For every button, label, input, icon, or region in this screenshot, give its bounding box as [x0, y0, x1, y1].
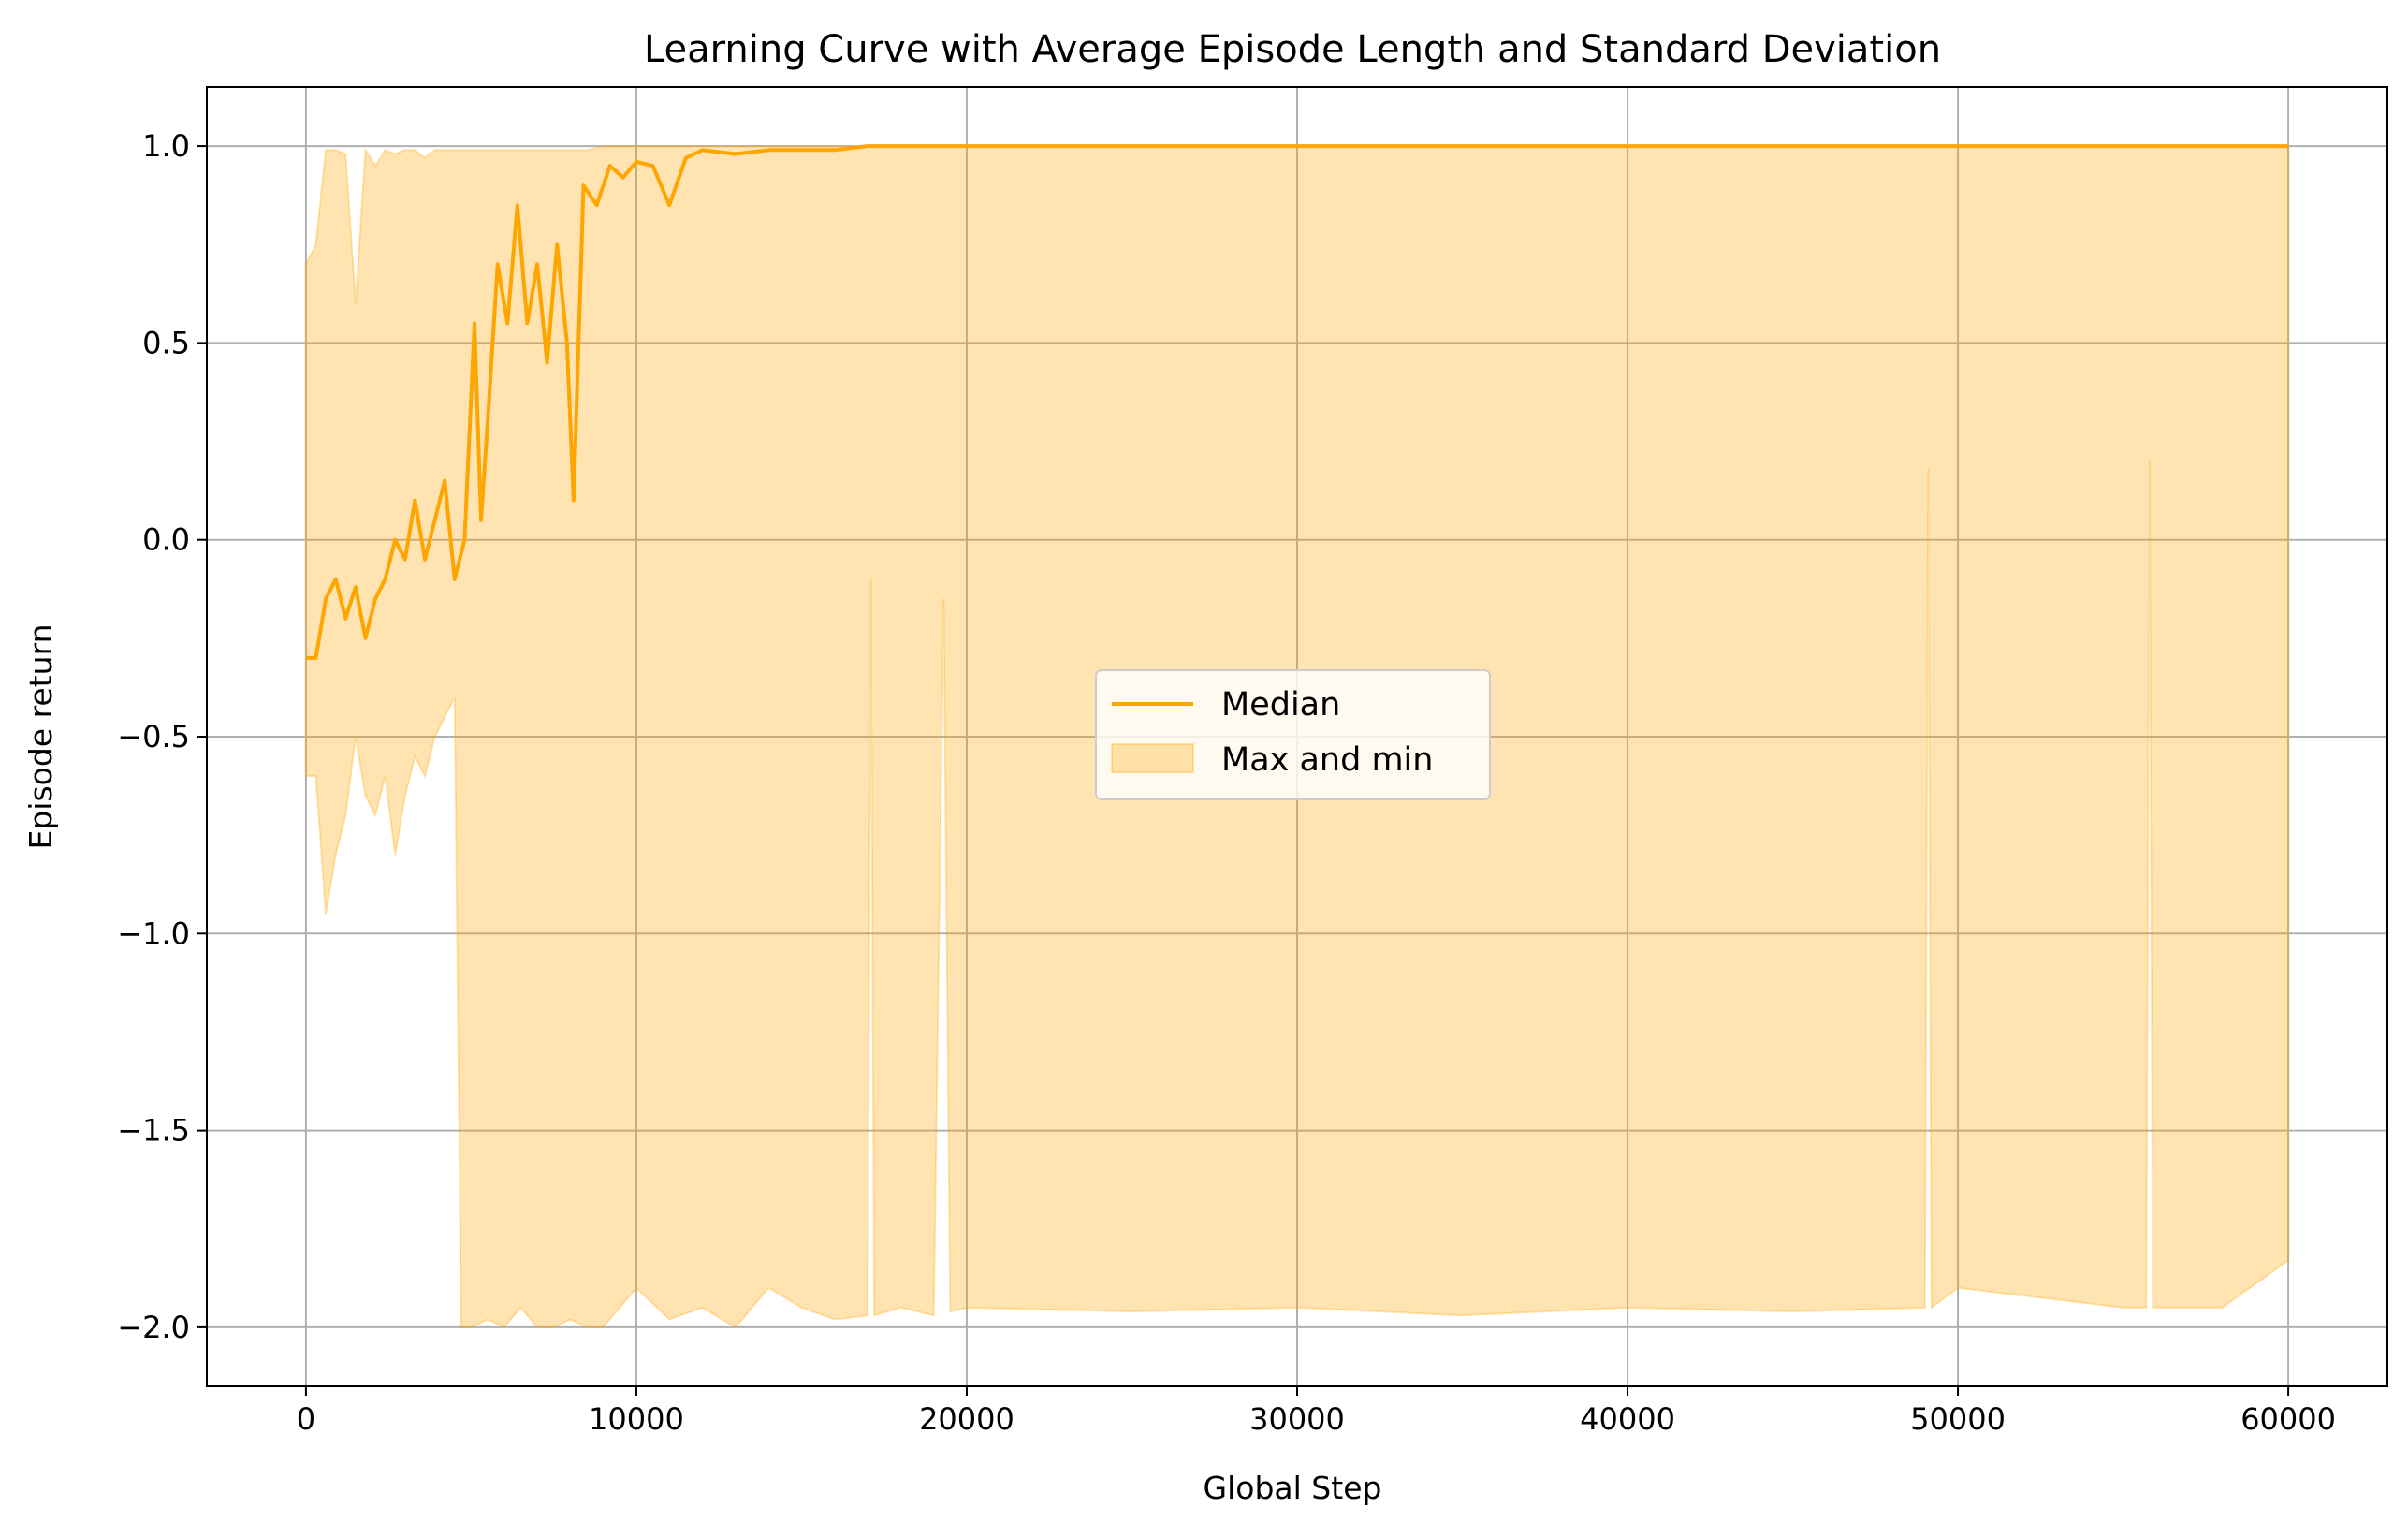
- y-tick-label: −2.0: [117, 1310, 190, 1345]
- legend-median-label: Median: [1221, 686, 1340, 724]
- line-layer: [305, 144, 2289, 660]
- y-axis-ticks: 1.0 0.5 0.0 −0.5 −1.0 −1.5 −2.0: [117, 128, 207, 1345]
- y-tick-label: −1.0: [117, 915, 190, 951]
- x-tick-label: 40000: [1580, 1401, 1675, 1437]
- x-tick-label: 0: [297, 1401, 315, 1437]
- x-tick-label: 30000: [1249, 1401, 1345, 1437]
- y-axis-label: Episode return: [22, 624, 59, 850]
- x-axis-ticks: 0 10000 20000 30000 40000 50000 60000: [297, 1386, 2336, 1437]
- x-tick-label: 50000: [1910, 1401, 2006, 1437]
- x-tick-label: 60000: [2240, 1401, 2336, 1437]
- legend: Median Max and min: [1095, 669, 1491, 800]
- x-tick-label: 20000: [919, 1401, 1014, 1437]
- x-axis-label: Global Step: [1204, 1470, 1382, 1506]
- grid-lines: [207, 87, 2387, 1386]
- y-tick-label: −0.5: [117, 719, 190, 754]
- chart-title: Learning Curve with Average Episode Leng…: [644, 28, 1941, 71]
- legend-band-label: Max and min: [1221, 741, 1433, 779]
- legend-band-swatch: [1111, 743, 1194, 773]
- y-tick-label: 0.5: [142, 325, 190, 360]
- y-tick-label: −1.5: [117, 1113, 190, 1149]
- y-tick-label: 0.0: [142, 522, 190, 558]
- median-line: [305, 144, 2289, 660]
- legend-box: [1095, 669, 1491, 800]
- y-tick-label: 1.0: [142, 128, 190, 164]
- x-tick-label: 10000: [589, 1401, 684, 1437]
